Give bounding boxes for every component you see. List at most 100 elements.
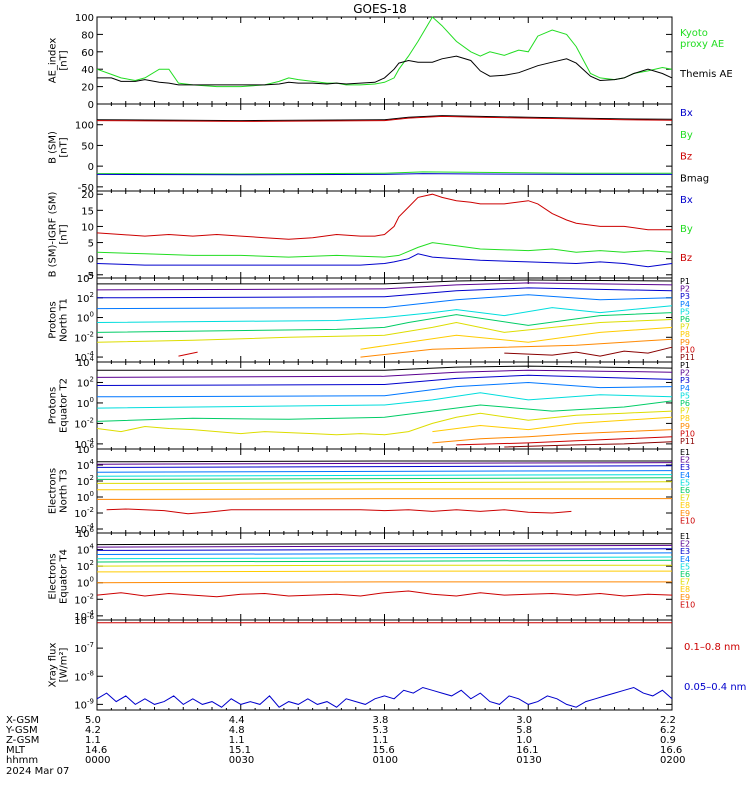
series-line — [106, 508, 572, 515]
legend-entry: P5 — [680, 307, 690, 316]
series-line — [96, 556, 673, 560]
footer-value: 2.2 — [660, 715, 676, 726]
legend-entry: 0.05–0.4 nm — [684, 682, 746, 693]
series-line — [456, 436, 673, 446]
y-tick-label: 102 — [77, 291, 94, 305]
legend-entry: Kyoto — [680, 28, 708, 39]
series-line — [96, 312, 673, 333]
y-tick-label: 102 — [77, 375, 94, 389]
series-line — [432, 429, 673, 444]
legend-entry: E7 — [680, 578, 690, 587]
legend-entry: P9 — [680, 422, 690, 431]
y-tick-label: 10-6 — [74, 613, 94, 627]
legend-entry: Bx — [680, 195, 693, 206]
series-line — [360, 326, 673, 350]
legend-entry: E1 — [680, 448, 690, 457]
y-tick-label: 104 — [77, 355, 95, 369]
footer-row-label: X-GSM — [6, 715, 40, 726]
y-axis-label: Equator T2 — [59, 378, 70, 433]
y-tick-label: -5 — [84, 271, 94, 282]
legend-entry: E4 — [680, 555, 690, 564]
footer-row-label: MLT — [6, 745, 25, 756]
y-tick-label: 10-2 — [74, 416, 94, 430]
footer-value: 0100 — [372, 755, 398, 766]
legend-entry: P4 — [680, 384, 690, 393]
legend-entry: E6 — [680, 486, 690, 495]
legend-entry: E7 — [680, 494, 690, 503]
y-axis-label: [W/m²] — [59, 647, 70, 682]
series-line — [96, 242, 673, 258]
y-tick-label: 100 — [75, 13, 94, 24]
footer-value: 14.6 — [85, 745, 108, 756]
footer-value: 4.8 — [228, 725, 245, 736]
legend-entry: E5 — [680, 562, 690, 571]
series-line — [360, 338, 673, 358]
y-tick-label: 100 — [77, 576, 94, 590]
y-tick-label: 106 — [77, 442, 95, 456]
legend-entry: Bz — [680, 253, 692, 264]
y-tick-label: 10-2 — [74, 592, 94, 606]
legend-entry: P6 — [680, 399, 690, 408]
footer-value: 0200 — [660, 755, 686, 766]
y-tick-label: 40 — [81, 65, 94, 76]
legend-entry: E3 — [680, 547, 690, 556]
series-line — [97, 55, 673, 86]
y-tick-label: 10-7 — [74, 641, 94, 655]
y-tick-label: 100 — [77, 311, 94, 325]
footer-value: 5.8 — [516, 725, 533, 736]
footer-value: 16.1 — [516, 745, 539, 756]
legend-entry: E6 — [680, 570, 690, 579]
y-axis-label: North T3 — [59, 469, 70, 513]
series-line — [96, 282, 673, 291]
series-line — [504, 346, 673, 357]
footer-value: 0000 — [85, 755, 111, 766]
y-tick-label: 102 — [77, 474, 94, 488]
y-tick-label: 104 — [77, 543, 95, 557]
series-line — [97, 279, 673, 285]
legend-entry: P10 — [680, 345, 695, 354]
footer-value: 1.1 — [85, 735, 101, 746]
panel-frame — [96, 103, 673, 192]
series-line — [96, 543, 672, 546]
legend-entry: P6 — [680, 315, 690, 324]
footer-value: 4.2 — [85, 725, 101, 736]
y-axis-label: Electrons — [48, 468, 59, 514]
legend-entry: Bz — [680, 152, 692, 163]
series-line — [97, 365, 673, 371]
legend-entry: P2 — [680, 285, 690, 294]
legend-entry: E5 — [680, 478, 690, 487]
legend-entry: E4 — [680, 471, 690, 480]
series-line — [96, 559, 673, 563]
y-tick-label: 20 — [81, 190, 94, 201]
y-axis-label: North T1 — [59, 298, 70, 342]
y-tick-label: 15 — [81, 206, 94, 217]
y-tick-label: 10 — [81, 222, 94, 233]
series-line — [96, 488, 672, 491]
y-tick-label: 50 — [81, 141, 94, 152]
legend-entry: Themis AE — [679, 69, 733, 80]
legend-entry: E8 — [680, 501, 690, 510]
footer-value: 0030 — [228, 755, 255, 766]
series-line — [96, 305, 673, 323]
y-tick-label: 100 — [77, 490, 94, 504]
legend-entry: Bx — [680, 108, 693, 119]
y-axis-label: B (SM) — [48, 131, 59, 164]
footer-value: 5.3 — [372, 725, 389, 736]
y-axis-label: [nT] — [59, 224, 70, 244]
y-tick-label: 100 — [75, 121, 94, 132]
legend-entry: P7 — [680, 407, 690, 416]
y-tick-label: 104 — [77, 458, 95, 472]
footer-row-label: Y-GSM — [6, 725, 38, 736]
series-line — [96, 287, 673, 299]
legend-entry: P3 — [680, 376, 690, 385]
legend-entry: E2 — [680, 456, 690, 465]
series-line — [96, 369, 673, 378]
series-line — [96, 253, 673, 268]
series-line — [96, 115, 673, 122]
y-tick-label: 102 — [77, 559, 94, 573]
y-axis-label: [nT] — [59, 137, 70, 157]
legend-entry: E9 — [680, 593, 690, 602]
footer-value: 4.4 — [228, 715, 245, 726]
y-axis-label: Electrons — [48, 553, 59, 599]
series-line — [96, 686, 673, 708]
